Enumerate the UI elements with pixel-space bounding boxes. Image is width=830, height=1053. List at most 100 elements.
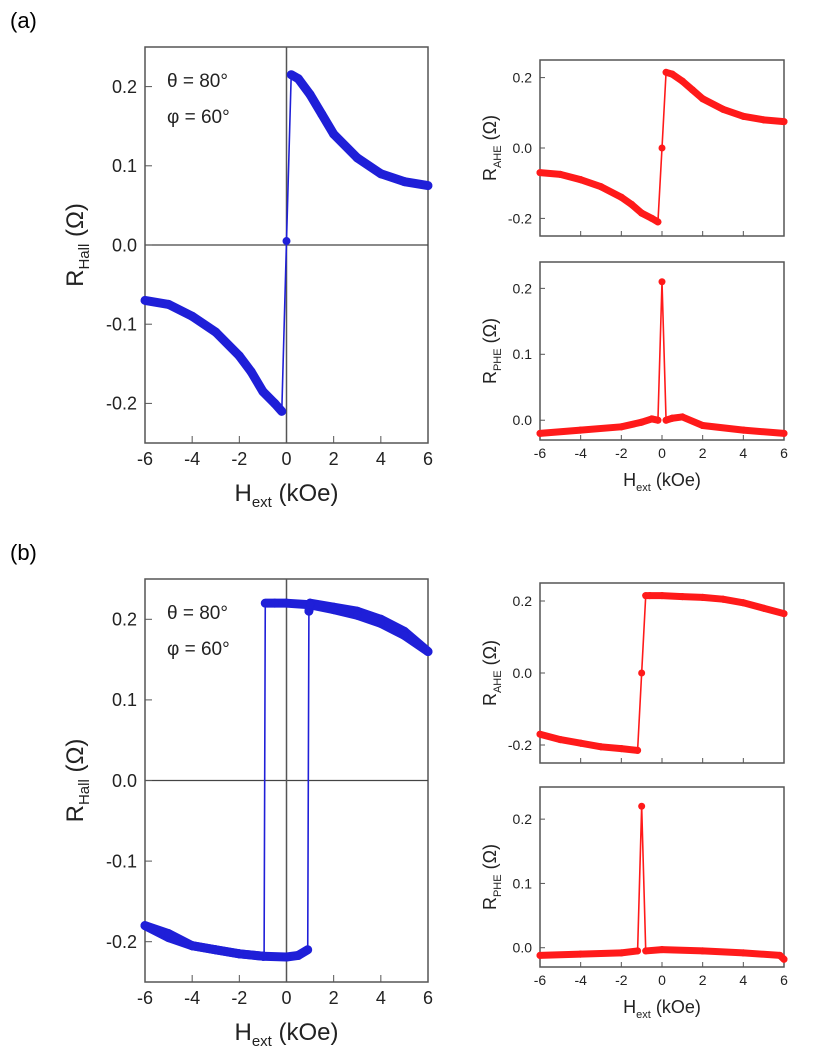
data-point bbox=[277, 407, 286, 416]
series-band bbox=[577, 176, 605, 191]
plot-frame bbox=[539, 786, 785, 968]
data-point bbox=[658, 592, 666, 600]
series-band bbox=[699, 947, 747, 957]
x-tick-label: -4 bbox=[184, 449, 200, 469]
data-point bbox=[376, 169, 385, 178]
data-point bbox=[658, 144, 666, 152]
series-band bbox=[739, 949, 784, 959]
data-point bbox=[577, 176, 585, 184]
data-point bbox=[658, 278, 666, 286]
y-tick-label: 0.0 bbox=[513, 412, 533, 428]
data-point bbox=[235, 949, 244, 958]
y-tick-label: 0.2 bbox=[112, 610, 137, 630]
data-point bbox=[556, 170, 564, 178]
y-tick-label: -0.2 bbox=[508, 210, 532, 226]
series-band bbox=[760, 604, 788, 618]
data-point bbox=[270, 599, 279, 608]
x-tick-label: -2 bbox=[615, 972, 628, 988]
series-band bbox=[739, 599, 768, 612]
series-band bbox=[577, 423, 625, 434]
data-point bbox=[760, 604, 768, 612]
chart-b-ahe: 0.2 0.0 -0.2 RAHE (Ω) bbox=[480, 582, 788, 764]
data-point bbox=[638, 209, 646, 217]
y-tick-label: 0.0 bbox=[112, 771, 137, 791]
x-tick-label: -6 bbox=[137, 449, 153, 469]
data-point bbox=[303, 945, 312, 954]
data-point bbox=[317, 110, 326, 119]
data-point bbox=[760, 116, 768, 124]
data-point bbox=[282, 953, 291, 962]
series-band bbox=[187, 311, 221, 337]
series-band bbox=[211, 327, 244, 361]
data-point bbox=[699, 95, 707, 103]
series-band bbox=[678, 413, 707, 429]
data-point bbox=[235, 351, 244, 360]
x-tick-label: 6 bbox=[780, 445, 788, 461]
data-point bbox=[646, 592, 654, 600]
data-point bbox=[400, 631, 409, 640]
data-point bbox=[628, 200, 635, 208]
series-line bbox=[539, 806, 785, 960]
data-point bbox=[689, 86, 696, 94]
data-point bbox=[261, 599, 270, 608]
x-tick-label: -6 bbox=[137, 988, 153, 1008]
x-tick-label: 2 bbox=[329, 449, 339, 469]
data-point bbox=[536, 429, 544, 437]
series-band bbox=[536, 950, 585, 959]
data-point bbox=[780, 610, 788, 618]
data-point bbox=[668, 414, 676, 422]
x-tick-label: 2 bbox=[699, 972, 707, 988]
data-point bbox=[780, 429, 788, 437]
data-point bbox=[597, 743, 605, 751]
data-point bbox=[400, 177, 409, 186]
x-tick-label: 0 bbox=[658, 445, 666, 461]
x-tick-label: 0 bbox=[281, 449, 291, 469]
data-point bbox=[188, 312, 197, 321]
y-tick-label: 0.2 bbox=[513, 70, 533, 86]
data-point bbox=[282, 237, 291, 246]
data-point bbox=[634, 947, 642, 955]
series-band bbox=[140, 921, 174, 939]
annotation-0: θ = 80° bbox=[167, 71, 228, 92]
x-tick-label: 4 bbox=[739, 445, 747, 461]
x-tick-label: -2 bbox=[231, 988, 247, 1008]
x-tick-label: 4 bbox=[376, 988, 386, 1008]
y-axis-label: RHall (Ω) bbox=[62, 739, 93, 823]
data-point bbox=[211, 945, 220, 954]
data-point bbox=[699, 593, 707, 601]
data-point bbox=[739, 599, 747, 607]
data-point bbox=[780, 955, 788, 963]
data-point bbox=[648, 415, 656, 423]
y-tick-label: 0.0 bbox=[513, 665, 533, 681]
data-point bbox=[294, 74, 303, 83]
series-band bbox=[536, 426, 585, 437]
x-tick-label: -6 bbox=[534, 445, 547, 461]
y-tick-label: 0.0 bbox=[513, 140, 533, 156]
data-point bbox=[211, 328, 220, 337]
data-point bbox=[642, 947, 650, 955]
data-point bbox=[536, 169, 544, 177]
panel-label-a: (a) bbox=[10, 8, 37, 33]
x-tick-label: 4 bbox=[739, 972, 747, 988]
data-point bbox=[287, 70, 296, 79]
data-point bbox=[577, 739, 585, 747]
data-point bbox=[294, 951, 303, 960]
y-tick-label: 0.2 bbox=[513, 811, 533, 827]
x-tick-label: 2 bbox=[699, 445, 707, 461]
data-point bbox=[258, 952, 267, 961]
y-tick-label: -0.1 bbox=[106, 851, 137, 871]
y-tick-label: 0.0 bbox=[513, 940, 533, 956]
data-point bbox=[739, 949, 747, 957]
data-point bbox=[678, 413, 686, 421]
data-point bbox=[536, 730, 544, 738]
data-point bbox=[306, 600, 315, 609]
y-tick-label: -0.2 bbox=[508, 737, 532, 753]
y-tick-label: 0.1 bbox=[112, 156, 137, 176]
data-point bbox=[270, 399, 279, 408]
y-tick-label: -0.2 bbox=[106, 932, 137, 952]
series-band bbox=[719, 105, 747, 120]
data-point bbox=[353, 153, 362, 162]
y-axis-label: RAHE (Ω) bbox=[480, 640, 504, 706]
data-point bbox=[556, 736, 564, 744]
